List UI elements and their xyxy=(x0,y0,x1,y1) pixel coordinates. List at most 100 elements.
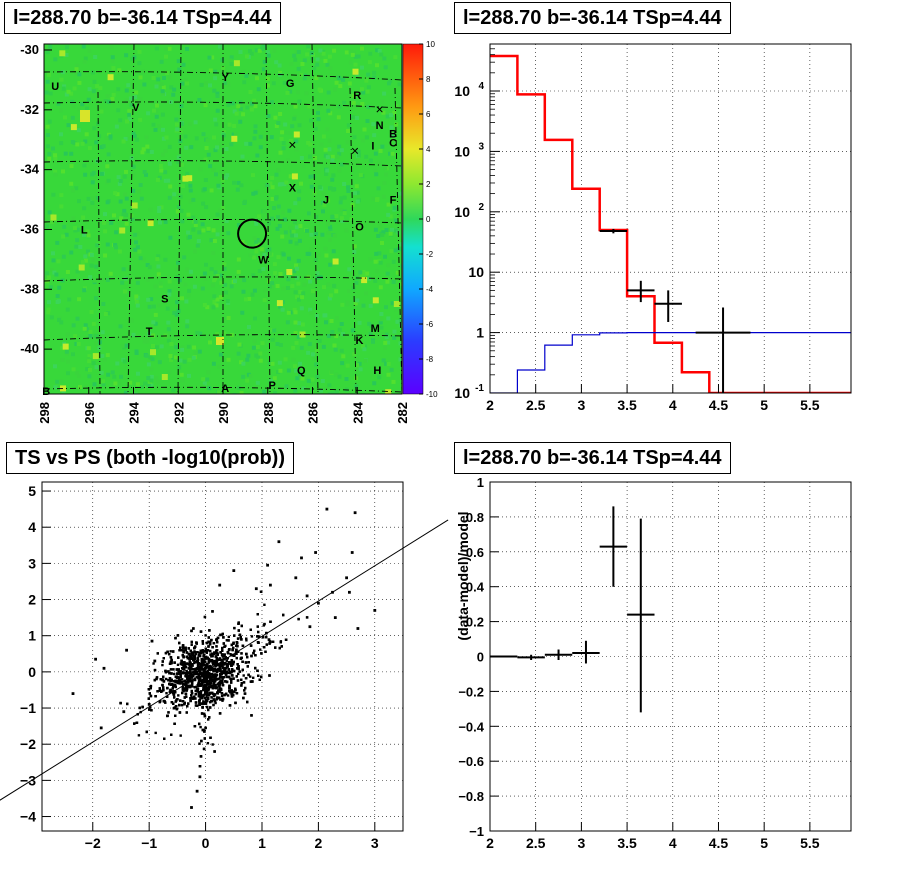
scatter-point xyxy=(160,690,163,693)
map-noise-cell xyxy=(337,104,342,109)
map-noise-cell xyxy=(323,246,328,251)
map-noise-cell xyxy=(293,388,298,393)
map-noise-cell xyxy=(321,192,326,197)
scatter-point xyxy=(204,701,207,704)
map-noise-cell xyxy=(376,234,381,238)
map-noise-cell xyxy=(191,355,196,360)
scatter-point xyxy=(244,661,248,664)
scatter-point xyxy=(199,666,203,670)
map-noise-cell xyxy=(321,200,326,205)
map-noise-cell xyxy=(112,374,117,379)
map-noise-cell xyxy=(176,155,181,160)
map-noise-cell xyxy=(326,108,331,113)
map-hotspot xyxy=(161,374,168,380)
scatter-point xyxy=(193,657,196,660)
map-noise-cell xyxy=(177,365,182,370)
map-noise-cell xyxy=(365,271,370,276)
scatter-point xyxy=(222,642,225,645)
scatter-title: TS vs PS (both -log10(prob)) xyxy=(6,442,294,474)
map-noise-cell xyxy=(282,81,287,85)
map-noise-cell xyxy=(384,361,389,366)
scatter-point xyxy=(186,684,189,688)
map-noise-cell xyxy=(46,133,50,137)
scatter-point xyxy=(174,705,178,708)
map-noise-cell xyxy=(270,281,275,286)
map-noise-cell xyxy=(59,108,64,113)
scatter-point xyxy=(171,687,174,690)
scatter-point xyxy=(219,669,222,673)
scatter-point xyxy=(232,693,235,697)
map-noise-cell xyxy=(330,215,335,220)
map-noise-cell xyxy=(335,392,340,394)
map-noise-cell xyxy=(74,71,79,76)
spectrum-y-tick-label: 10 xyxy=(454,204,470,220)
map-noise-cell xyxy=(91,170,96,175)
scatter-point xyxy=(221,684,225,687)
scatter-point xyxy=(192,659,195,662)
scatter-point xyxy=(229,691,232,694)
map-region-label: L xyxy=(81,224,88,236)
scatter-point xyxy=(196,651,199,654)
map-noise-cell xyxy=(62,84,67,89)
map-noise-cell xyxy=(372,70,377,75)
map-noise-cell xyxy=(389,367,394,372)
scatter-point xyxy=(189,699,192,703)
map-noise-cell xyxy=(302,282,307,287)
map-noise-cell xyxy=(349,217,354,222)
map-noise-cell xyxy=(211,283,215,288)
scatter-point xyxy=(193,686,197,689)
residual-x-tick-label: 4 xyxy=(669,835,677,851)
map-noise-cell xyxy=(228,101,233,106)
scatter-point xyxy=(201,675,204,678)
map-noise-cell xyxy=(315,374,320,379)
map-noise-cell xyxy=(391,379,396,384)
map-noise-cell xyxy=(321,134,326,139)
scatter-point xyxy=(181,645,185,648)
map-noise-cell xyxy=(276,255,281,260)
map-noise-cell xyxy=(121,139,126,144)
map-noise-cell xyxy=(310,377,315,382)
scatter-point xyxy=(166,686,169,690)
scatter-point xyxy=(238,633,242,636)
map-noise-cell xyxy=(238,100,243,105)
scatter-point xyxy=(207,718,210,721)
scatter-point xyxy=(230,689,233,692)
scatter-point xyxy=(163,737,166,740)
colorbar-tick-label: 6 xyxy=(426,110,431,119)
map-noise-cell xyxy=(342,100,347,105)
map-noise-cell xyxy=(312,66,317,71)
map-noise-cell xyxy=(77,72,82,77)
scatter-point xyxy=(237,622,240,625)
map-noise-cell xyxy=(148,381,153,386)
scatter-point xyxy=(180,703,184,707)
map-noise-cell xyxy=(245,357,250,362)
map-noise-cell xyxy=(133,95,138,100)
map-noise-cell xyxy=(180,378,185,383)
scatter-point xyxy=(214,674,217,677)
scatter-point xyxy=(172,668,175,671)
map-noise-cell xyxy=(65,45,69,50)
map-noise-cell xyxy=(327,392,332,394)
map-noise-cell xyxy=(375,48,380,53)
map-noise-cell xyxy=(204,262,208,267)
map-noise-cell xyxy=(251,273,256,278)
scatter-point xyxy=(218,684,221,688)
scatter-point xyxy=(218,666,222,669)
scatter-point xyxy=(188,657,191,660)
scatter-point xyxy=(214,651,217,655)
map-noise-cell xyxy=(167,195,172,200)
scatter-point xyxy=(210,676,213,679)
map-noise-cell xyxy=(278,150,283,155)
map-noise-cell xyxy=(197,230,202,235)
scatter-point xyxy=(333,616,337,619)
map-noise-cell xyxy=(191,197,196,202)
map-noise-cell xyxy=(207,386,212,391)
residual-y-tick-label: −0.6 xyxy=(458,754,484,769)
map-noise-cell xyxy=(132,55,137,60)
map-noise-cell xyxy=(371,196,376,201)
map-noise-cell xyxy=(64,351,69,356)
map-noise-cell xyxy=(225,79,230,84)
scatter-point xyxy=(191,681,194,684)
map-noise-cell xyxy=(135,382,140,387)
map-noise-cell xyxy=(98,86,103,91)
